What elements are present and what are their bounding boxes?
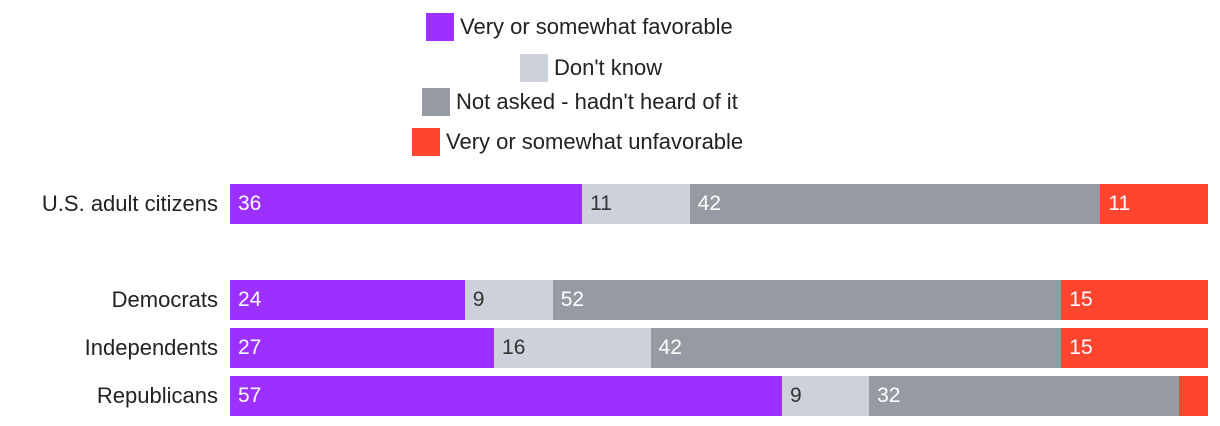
- bar-republicans-not-asked: 32: [869, 376, 1179, 416]
- data-label-democrats-not-asked: 52: [560, 288, 585, 311]
- data-label-us-adult-citizens-favorable: 36: [238, 192, 262, 215]
- bar-democrats-dont-know: 9: [464, 280, 553, 320]
- bar-republicans-unfavorable: [1178, 376, 1208, 416]
- bar-democrats-not-asked: 52: [552, 280, 1062, 320]
- bar-us-adult-citizens-not-asked: 42: [689, 184, 1101, 224]
- data-label-us-adult-citizens-unfavorable: 11: [1108, 192, 1131, 215]
- row-label-democrats: Democrats: [111, 287, 218, 312]
- legend-label-unfavorable: Very or somewhat unfavorable: [446, 129, 744, 154]
- bar-independents-dont-know: 16: [494, 328, 651, 368]
- legend-item-dont-know: Don't know: [520, 53, 662, 83]
- bar-us-adult-citizens-unfavorable: 11: [1100, 184, 1208, 224]
- data-label-republicans-favorable: 57: [238, 384, 262, 407]
- legend-label-dont-know: Don't know: [554, 55, 663, 80]
- data-label-republicans-not-asked: 32: [877, 384, 901, 407]
- legend-swatch-unfavorable: [412, 128, 440, 156]
- data-label-independents-unfavorable: 15: [1069, 336, 1093, 359]
- bar-republicans-dont-know: 9: [781, 376, 870, 416]
- bar-democrats-unfavorable: 15: [1061, 280, 1208, 320]
- legend-swatch-favorable: [426, 13, 454, 41]
- row-label-republicans: Republicans: [96, 383, 218, 408]
- row-label-independents: Independents: [84, 335, 218, 360]
- legend-swatch-dont-know: [520, 54, 548, 82]
- row-label-us-adult-citizens: U.S. adult citizens: [41, 191, 218, 216]
- data-label-democrats-favorable: 24: [238, 288, 262, 311]
- bar-independents-favorable: 27: [230, 328, 495, 368]
- legend-label-favorable: Very or somewhat favorable: [460, 14, 733, 39]
- bar-democrats-favorable: 24: [230, 280, 465, 320]
- data-label-democrats-dont-know: 9: [472, 288, 485, 311]
- legend-label-not-asked: Not asked - hadn't heard of it: [456, 89, 738, 114]
- legend-item-unfavorable: Very or somewhat unfavorable: [412, 127, 743, 157]
- data-label-republicans-dont-know: 9: [789, 384, 802, 407]
- bar-independents-unfavorable: 15: [1061, 328, 1208, 368]
- bar-us-adult-citizens-favorable: 36: [230, 184, 583, 224]
- bar-republicans-favorable: 57: [230, 376, 782, 416]
- legend-item-not-asked: Not asked - hadn't heard of it: [422, 87, 738, 117]
- bar-independents-not-asked: 42: [650, 328, 1062, 368]
- legend-swatch-not-asked: [422, 88, 450, 116]
- bar-us-adult-citizens-dont-know: 11: [582, 184, 690, 224]
- data-label-independents-not-asked: 42: [658, 336, 682, 359]
- data-label-independents-favorable: 27: [238, 336, 262, 359]
- legend-item-favorable: Very or somewhat favorable: [426, 12, 733, 42]
- data-label-independents-dont-know: 16: [502, 336, 526, 359]
- data-label-us-adult-citizens-dont-know: 11: [590, 192, 612, 215]
- data-label-us-adult-citizens-not-asked: 42: [697, 192, 722, 215]
- data-label-democrats-unfavorable: 15: [1069, 288, 1093, 311]
